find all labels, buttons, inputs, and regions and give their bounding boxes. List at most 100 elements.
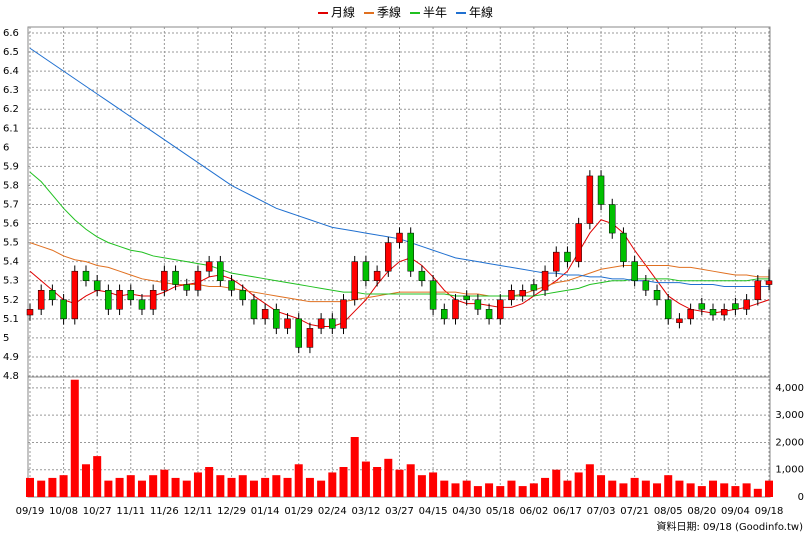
volume-bar [373, 467, 382, 497]
candle-body [127, 290, 135, 301]
candle-body [597, 175, 605, 205]
candle-body [351, 261, 358, 301]
volume-bar [70, 379, 79, 497]
x-tick-label: 06/17 [553, 506, 582, 517]
candle-body [418, 270, 426, 281]
x-tick-label: 10/08 [49, 506, 78, 517]
y-tick-label: 6.6 [3, 28, 19, 39]
y2-tick-label: 4,000 [775, 383, 804, 394]
candle-body [228, 280, 235, 291]
volume-bar [597, 475, 606, 497]
candle-body [317, 318, 325, 329]
volume-bar [417, 475, 426, 497]
candle-body [161, 270, 168, 291]
candle-body [373, 270, 381, 281]
candle-body [608, 204, 616, 234]
candle-body [541, 270, 549, 291]
volume-bar [507, 480, 516, 497]
candle-body [519, 290, 526, 297]
candle-body [485, 309, 493, 320]
volume-bar [451, 483, 460, 497]
x-tick-label: 12/11 [184, 506, 213, 517]
candle-body [362, 261, 370, 281]
volume-bar [328, 472, 337, 497]
x-tick-label: 08/20 [687, 506, 716, 517]
candle-body [653, 290, 661, 301]
volume-bar [216, 475, 225, 497]
candle-body [631, 261, 638, 281]
volume-bar [171, 477, 180, 497]
volume-bar [238, 475, 247, 497]
volume-bar [563, 480, 572, 497]
candle-body [194, 270, 202, 291]
y-tick-label: 5.7 [3, 200, 19, 211]
candle-body [709, 309, 717, 316]
candle-body [149, 290, 157, 310]
y-tick-label: 5.2 [3, 295, 19, 306]
y-tick-label: 5.8 [3, 180, 19, 191]
x-tick-label: 05/18 [486, 506, 515, 517]
volume-bar [485, 483, 494, 497]
volume-bar [182, 480, 191, 497]
candle-body [553, 251, 560, 272]
candle-body [687, 309, 694, 320]
volume-bar [731, 486, 740, 497]
volume-bar [496, 486, 505, 497]
candle-body [93, 280, 101, 291]
volume-bar [440, 480, 449, 497]
candle-body [407, 232, 414, 272]
volume-bar [272, 475, 281, 497]
candle-body [105, 290, 112, 310]
candle-body [284, 318, 291, 329]
volume-bar [742, 483, 751, 497]
volume-bar [59, 475, 68, 497]
y-tick-label: 4.8 [3, 371, 19, 382]
x-tick-label: 08/05 [654, 506, 683, 517]
x-tick-label: 11/26 [150, 506, 179, 517]
y-tick-label: 6.5 [3, 47, 19, 58]
candle-body [37, 290, 45, 310]
candle-body [720, 309, 728, 316]
candle-body [463, 295, 470, 301]
candle-body [340, 299, 347, 329]
candle-body [575, 223, 582, 262]
volume-bar [283, 477, 292, 497]
x-tick-label: 03/27 [385, 506, 414, 517]
candle-body [698, 303, 706, 310]
y-tick-label: 6.1 [3, 123, 19, 134]
candle-body [452, 299, 459, 320]
candle-body [116, 290, 123, 310]
candle-body [732, 303, 739, 310]
y2-tick-label: 0 [798, 492, 804, 503]
x-tick-label: 10/27 [83, 506, 112, 517]
volume-bar [317, 480, 326, 497]
candle-body [429, 280, 437, 310]
x-tick-label: 09/18 [755, 506, 784, 517]
candle-body [239, 290, 246, 301]
volume-bar [81, 464, 90, 497]
candle-body [306, 328, 314, 348]
candle-body [676, 318, 683, 323]
volume-bar [541, 477, 550, 497]
volume-bar [227, 477, 236, 497]
candle-body [385, 242, 392, 272]
candle-body [261, 309, 269, 320]
x-tick-label: 04/15 [419, 506, 448, 517]
legend-label: 年線 [469, 5, 493, 20]
volume-bar [641, 480, 650, 497]
candle-body [564, 251, 571, 262]
candle-body [497, 299, 504, 320]
volume-bar [115, 477, 124, 497]
volume-bar [765, 480, 773, 497]
volume-bar [37, 480, 46, 497]
volume-bar [249, 480, 258, 497]
x-tick-label: 09/04 [721, 506, 750, 517]
volume-bar [395, 469, 404, 497]
volume-bar [160, 469, 169, 497]
x-tick-label: 11/11 [116, 506, 145, 517]
y-tick-label: 6.2 [3, 104, 19, 115]
y2-tick-label: 2,000 [775, 437, 804, 448]
candle-body [60, 299, 67, 320]
legend-label: 半年 [423, 6, 447, 20]
volume-bar [361, 461, 370, 497]
